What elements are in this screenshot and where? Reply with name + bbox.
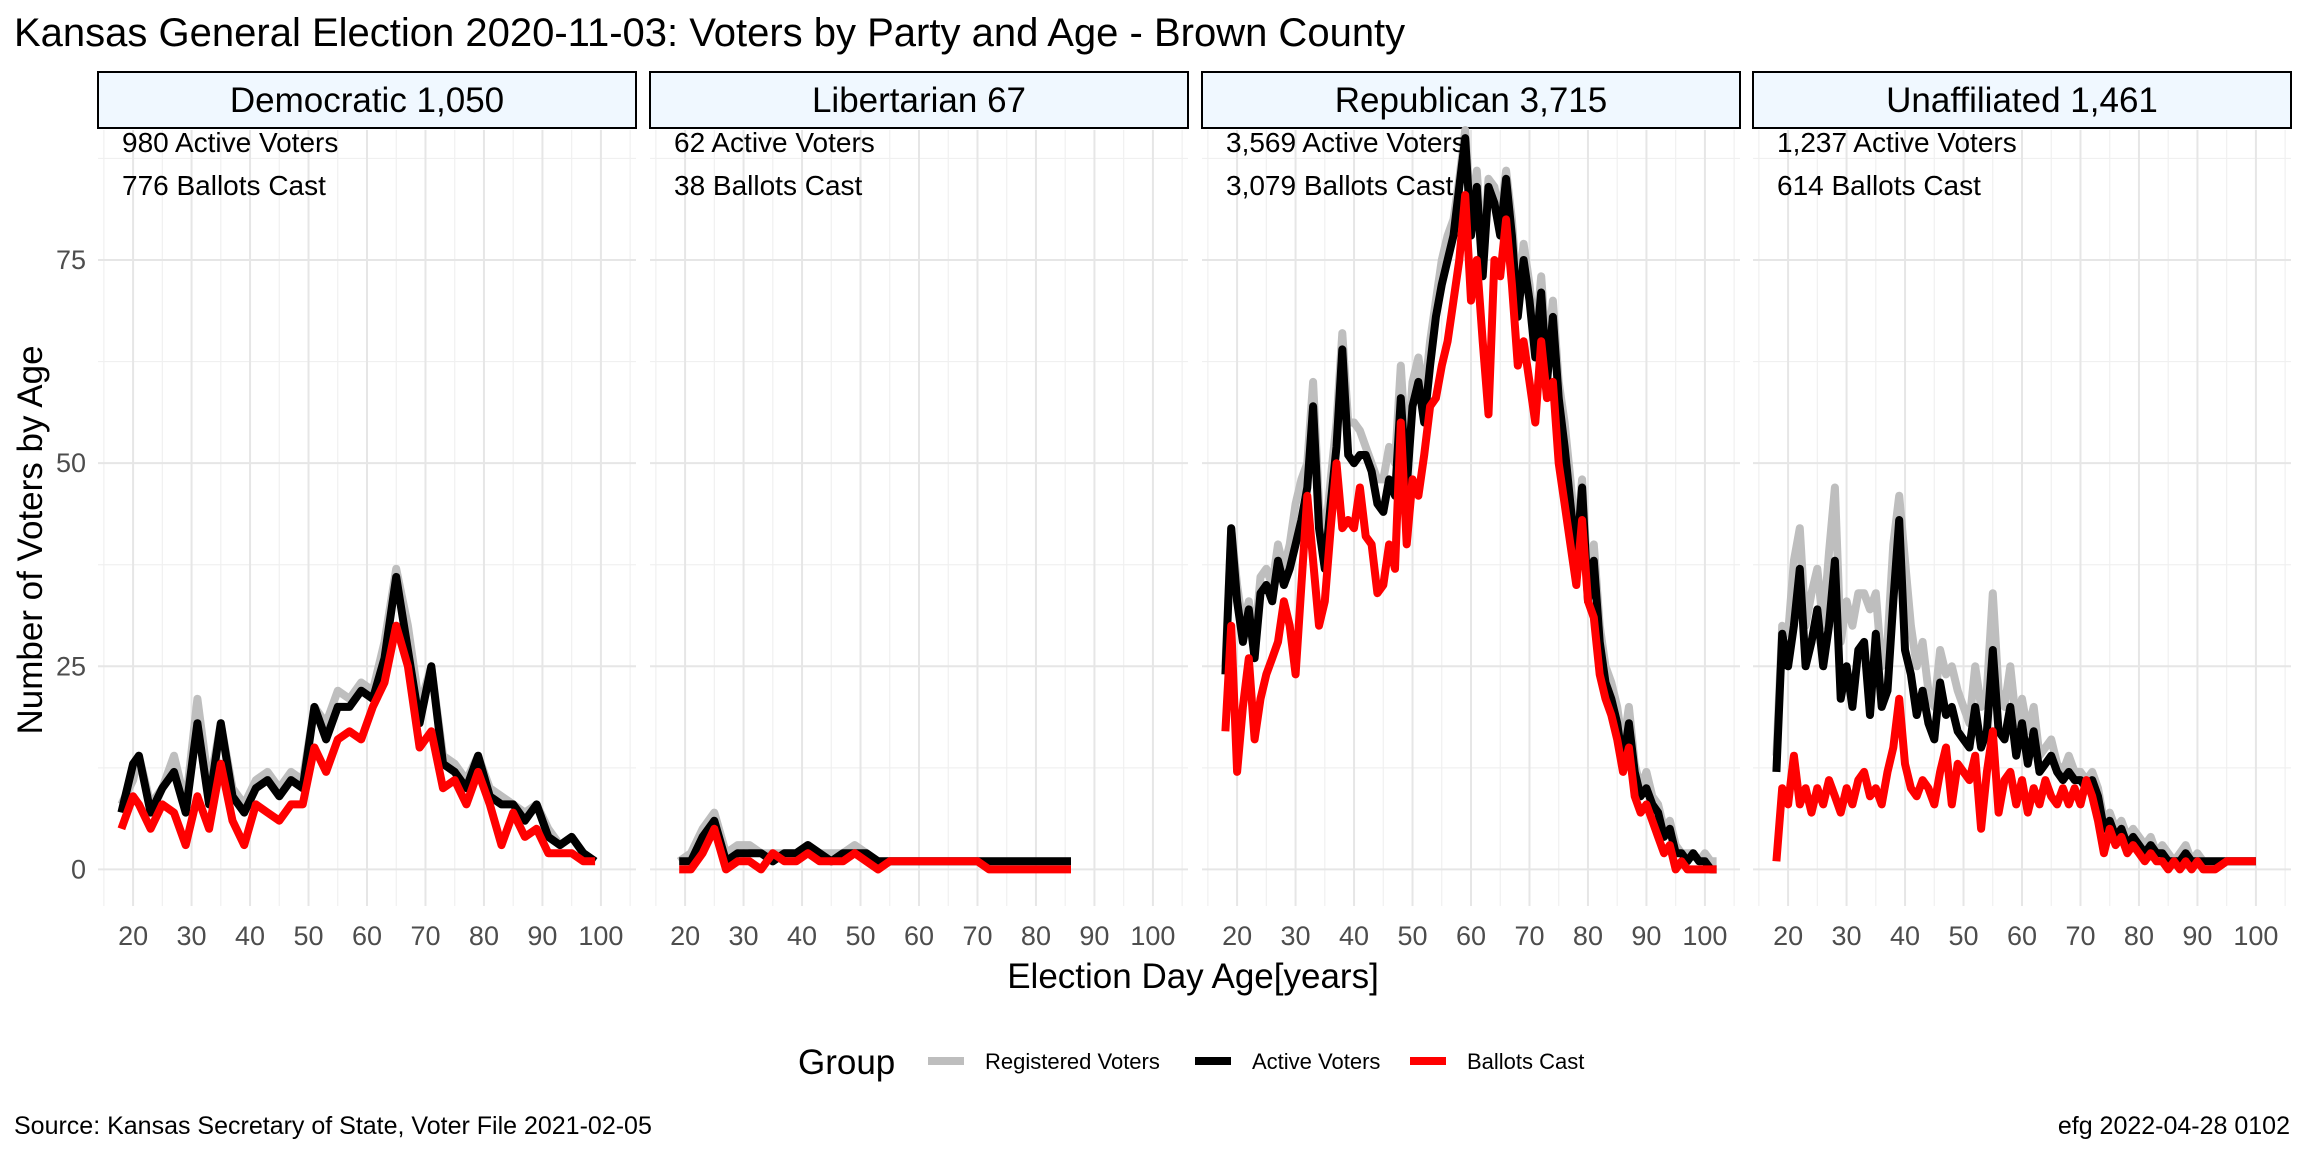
x-tick-label: 30 xyxy=(177,921,207,951)
x-tick-label: 70 xyxy=(410,921,440,951)
x-tick-label: 80 xyxy=(1021,921,1051,951)
x-tick-label: 70 xyxy=(2065,921,2095,951)
x-tick-label: 50 xyxy=(293,921,323,951)
y-axis-title: Number of Voters by Age xyxy=(11,345,50,734)
panel-democratic: Democratic 1,050 980 Active Voters 776 Bal… xyxy=(97,71,637,951)
x-tick-label: 80 xyxy=(2124,921,2154,951)
x-tick-label: 30 xyxy=(729,921,759,951)
annotation-democratic-1: 776 Ballots Cast xyxy=(122,170,326,201)
x-tick-label: 50 xyxy=(845,921,875,951)
strip-republican xyxy=(1201,71,1741,129)
x-tick-label: 40 xyxy=(1339,921,1369,951)
x-tick-label: 70 xyxy=(962,921,992,951)
x-tick-label: 50 xyxy=(1948,921,1978,951)
x-tick-label: 60 xyxy=(2007,921,2037,951)
x-tick-label: 100 xyxy=(578,921,623,951)
x-tick-label: 60 xyxy=(904,921,934,951)
strip-democratic xyxy=(97,71,637,129)
x-tick-label: 20 xyxy=(1222,921,1252,951)
strip-label-republican: Republican 3,715 xyxy=(1335,81,1607,120)
panel-unaffiliated: Unaffiliated 1,461 1,237 Active Voters 614… xyxy=(1752,71,2292,951)
legend: Group Registered Voters Active Voters Ball… xyxy=(798,1043,1584,1082)
series-ballots-cast-republican xyxy=(1221,191,1717,874)
x-tick-label: 90 xyxy=(2182,921,2212,951)
annotation-libertarian-1: 38 Ballots Cast xyxy=(674,170,863,201)
series-active-voters-unaffiliated xyxy=(1772,516,2256,866)
x-tick-label: 40 xyxy=(787,921,817,951)
x-tick-label: 60 xyxy=(1456,921,1486,951)
strip-label-democratic: Democratic 1,050 xyxy=(230,81,504,120)
x-tick-label: 100 xyxy=(1682,921,1727,951)
x-tick-label: 90 xyxy=(527,921,557,951)
x-tick-label: 20 xyxy=(1773,921,1803,951)
series-ballots-cast-libertarian xyxy=(679,824,1071,874)
y-tick-label: 25 xyxy=(56,651,86,681)
legend-label-ballots-cast: Ballots Cast xyxy=(1467,1049,1584,1074)
panel-libertarian: Libertarian 67 62 Active Voters 38 Ballots… xyxy=(649,71,1189,951)
legend-title: Group xyxy=(798,1043,895,1082)
series-active-voters-democratic xyxy=(117,572,598,865)
x-tick-label: 60 xyxy=(352,921,382,951)
annotation-unaffiliated-1: 614 Ballots Cast xyxy=(1777,170,1981,201)
x-tick-label: 90 xyxy=(1631,921,1661,951)
panel-republican: Republican 3,715 3,569 Active Voters 3,079… xyxy=(1201,71,1741,951)
annotation-libertarian-0: 62 Active Voters xyxy=(674,127,875,158)
y-tick-label: 75 xyxy=(56,245,86,275)
annotation-republican-0: 3,569 Active Voters xyxy=(1226,127,1466,158)
strip-libertarian xyxy=(649,71,1189,129)
strip-unaffiliated xyxy=(1752,71,2292,129)
x-axis-title: Election Day Age[years] xyxy=(1007,957,1379,996)
y-tick-label: 50 xyxy=(56,448,86,478)
strip-label-unaffiliated: Unaffiliated 1,461 xyxy=(1886,81,2158,120)
annotation-unaffiliated-0: 1,237 Active Voters xyxy=(1777,127,2017,158)
legend-label-registered-voters: Registered Voters xyxy=(985,1049,1160,1074)
timestamp-caption: efg 2022-04-28 0102 xyxy=(2058,1112,2290,1140)
y-tick-label: 0 xyxy=(71,854,86,884)
x-tick-label: 40 xyxy=(235,921,265,951)
annotation-republican-1: 3,079 Ballots Cast xyxy=(1226,170,1453,201)
x-tick-label: 20 xyxy=(670,921,700,951)
legend-label-active-voters: Active Voters xyxy=(1252,1049,1380,1074)
annotation-democratic-0: 980 Active Voters xyxy=(122,127,338,158)
strip-label-libertarian: Libertarian 67 xyxy=(812,81,1026,120)
x-tick-label: 100 xyxy=(2233,921,2278,951)
x-tick-label: 30 xyxy=(1281,921,1311,951)
x-tick-label: 40 xyxy=(1890,921,1920,951)
series-ballots-cast-democratic xyxy=(117,621,596,866)
x-tick-label: 100 xyxy=(1130,921,1175,951)
x-tick-label: 30 xyxy=(1832,921,1862,951)
x-tick-label: 80 xyxy=(469,921,499,951)
x-tick-label: 90 xyxy=(1079,921,1109,951)
panels: Democratic 1,050 980 Active Voters 776 Bal… xyxy=(56,71,2292,951)
source-caption: Source: Kansas Secretary of State, Voter… xyxy=(14,1112,652,1140)
x-tick-label: 20 xyxy=(118,921,148,951)
series-ballots-cast-unaffiliated xyxy=(1772,694,2256,874)
x-tick-label: 50 xyxy=(1397,921,1427,951)
chart-title: Kansas General Election 2020-11-03: Vote… xyxy=(14,11,1405,55)
series-active-voters-libertarian xyxy=(679,816,1071,866)
x-tick-label: 80 xyxy=(1573,921,1603,951)
x-tick-label: 70 xyxy=(1514,921,1544,951)
